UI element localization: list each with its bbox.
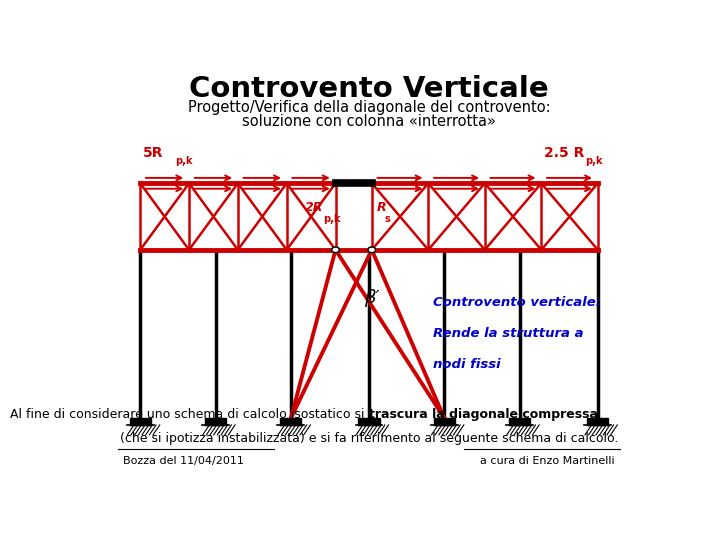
Bar bbox=[509, 418, 530, 425]
Text: soluzione con colonna «interrotta»: soluzione con colonna «interrotta» bbox=[242, 114, 496, 129]
Text: p,k: p,k bbox=[585, 156, 603, 166]
Text: 2R: 2R bbox=[305, 201, 323, 214]
Circle shape bbox=[368, 247, 376, 253]
Bar bbox=[433, 418, 455, 425]
Text: a cura di Enzo Martinelli: a cura di Enzo Martinelli bbox=[480, 456, 615, 467]
Text: Controvento verticale:: Controvento verticale: bbox=[433, 295, 601, 308]
Text: Progetto/Verifica della diagonale del controvento:: Progetto/Verifica della diagonale del co… bbox=[188, 100, 550, 115]
Text: s: s bbox=[384, 214, 390, 224]
Text: R: R bbox=[377, 201, 386, 214]
Text: (che si ipotizza instabilizzata) e si fa riferimento al seguente schema di calco: (che si ipotizza instabilizzata) e si fa… bbox=[120, 432, 618, 445]
Bar bbox=[280, 418, 302, 425]
Text: p,k: p,k bbox=[175, 156, 192, 166]
Bar bbox=[588, 418, 608, 425]
Text: Controvento Verticale: Controvento Verticale bbox=[189, 75, 549, 103]
Text: Rende la struttura a: Rende la struttura a bbox=[433, 327, 584, 340]
Circle shape bbox=[332, 247, 339, 253]
Bar bbox=[205, 418, 226, 425]
Text: 2.5 R: 2.5 R bbox=[544, 146, 585, 160]
Text: Bozza del 11/04/2011: Bozza del 11/04/2011 bbox=[124, 456, 244, 467]
Bar bbox=[359, 418, 379, 425]
Text: β′: β′ bbox=[364, 289, 379, 307]
Text: trascura la diagonale compressa: trascura la diagonale compressa bbox=[369, 408, 598, 421]
Bar bbox=[130, 418, 150, 425]
Text: nodi fissi: nodi fissi bbox=[433, 358, 501, 371]
Text: 5R: 5R bbox=[143, 146, 163, 160]
Text: p,k: p,k bbox=[323, 214, 341, 224]
Text: Al fine di considerare uno schema di calcolo isostatico si: Al fine di considerare uno schema di cal… bbox=[11, 408, 369, 421]
